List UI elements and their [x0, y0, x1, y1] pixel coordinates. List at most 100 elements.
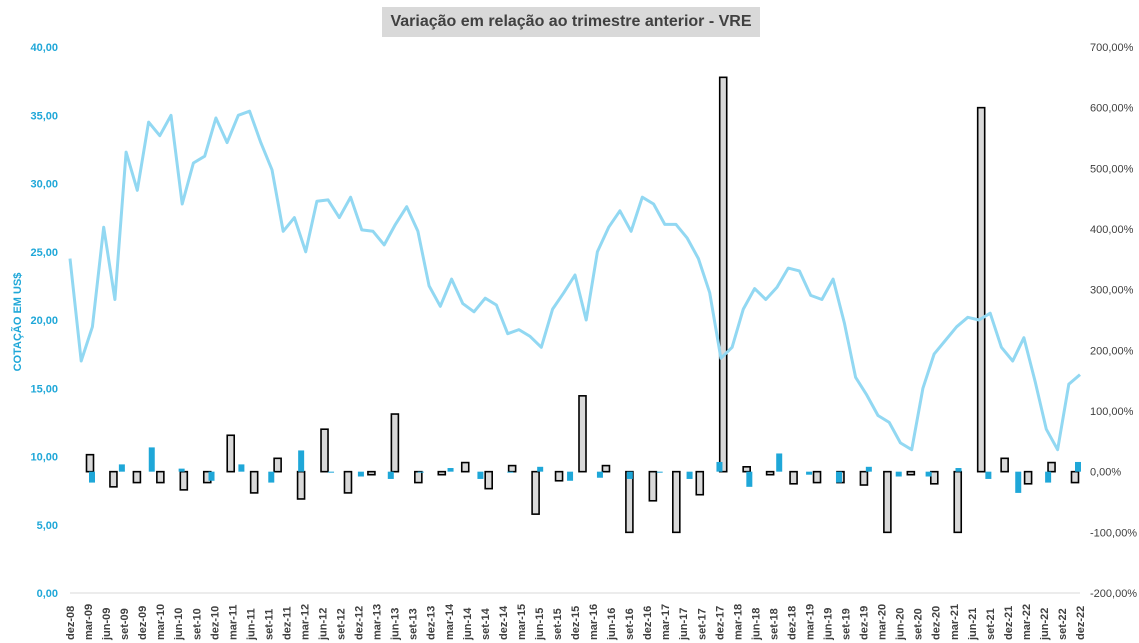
y-right-tick-label: 0,00%: [1090, 467, 1121, 479]
x-tick-label: jun-12: [318, 608, 330, 641]
y-left-tick-label: 0,00: [37, 588, 58, 600]
x-tick-label: set-18: [768, 608, 780, 640]
bar-outlined: [1023, 470, 1033, 485]
bar-filled: [148, 447, 155, 472]
y-right-tick-label: 300,00%: [1090, 285, 1134, 297]
x-tick-label: set-09: [119, 608, 131, 640]
x-tick-label: jun-18: [750, 608, 762, 641]
bar-filled: [686, 471, 693, 479]
y-right-tick-label: 600,00%: [1090, 103, 1134, 115]
bar-filled: [387, 471, 394, 479]
x-tick-label: mar-18: [732, 604, 744, 640]
bar-outlined: [1070, 470, 1080, 484]
y-right-tick-label: 400,00%: [1090, 224, 1134, 236]
bar-outlined: [249, 470, 259, 494]
x-tick-label: mar-17: [660, 604, 672, 640]
x-tick-label: mar-20: [877, 604, 889, 640]
x-tick-label: dez-09: [137, 606, 149, 640]
bar-outlined: [906, 470, 916, 476]
y-right-tick-label: 200,00%: [1090, 345, 1134, 357]
x-tick-label: jun-09: [101, 608, 113, 641]
x-tick-label: jun-15: [534, 608, 546, 641]
bar-filled: [1045, 471, 1052, 483]
y-right-tick-label: -100,00%: [1090, 527, 1137, 539]
x-tick-label: mar-10: [155, 604, 167, 640]
bar-filled: [268, 471, 275, 483]
x-tick-label: jun-11: [245, 608, 257, 641]
bar-outlined: [296, 470, 306, 500]
bar-outlined: [601, 464, 611, 473]
x-tick-label: jun-17: [678, 608, 690, 641]
bar-filled: [596, 471, 603, 478]
bar-outlined: [460, 461, 470, 473]
x-tick-label: jun-13: [390, 608, 402, 641]
x-tick-label: set-10: [191, 608, 203, 640]
y-axis-left-label: COTAÇÃO EM US$: [12, 272, 24, 372]
bar-outlined: [672, 470, 681, 534]
bar-outlined: [320, 428, 329, 473]
chart-title: Variação em relação ao trimestre anterio…: [382, 7, 760, 37]
bar-filled: [985, 471, 992, 479]
bar-filled: [1015, 471, 1022, 493]
x-tick-label: dez-11: [281, 606, 293, 640]
bar-outlined: [1047, 461, 1056, 473]
x-tick-label: jun-14: [462, 607, 474, 641]
x-tick-label: dez-17: [714, 606, 726, 640]
x-tick-label: mar-19: [804, 604, 816, 640]
x-tick-label: dez-10: [209, 606, 221, 640]
bar-outlined: [484, 470, 493, 490]
y-right-tick-label: -200,00%: [1090, 588, 1137, 600]
x-tick-label: set-15: [552, 608, 564, 640]
bar-outlined: [625, 470, 634, 534]
bar-filled: [507, 471, 514, 473]
y-left-tick-label: 30,00: [30, 179, 58, 191]
x-tick-label: set-17: [696, 608, 708, 640]
bar-filled: [208, 471, 215, 481]
bar-outlined: [85, 453, 95, 473]
bar-filled: [806, 471, 813, 475]
x-tick-label: jun-10: [173, 608, 185, 641]
x-tick-label: dez-14: [498, 605, 510, 640]
x-tick-label: mar-22: [1021, 604, 1033, 640]
bar-filled: [118, 464, 125, 472]
bar-outlined: [156, 470, 165, 484]
bar-filled: [955, 468, 962, 472]
x-tick-label: mar-14: [444, 603, 456, 640]
x-tick-label: dez-22: [1075, 606, 1087, 640]
x-tick-label: dez-08: [65, 606, 77, 640]
bar-outlined: [367, 470, 376, 476]
x-tick-label: jun-21: [967, 608, 979, 641]
bar-outlined: [1000, 457, 1009, 473]
bar-filled: [656, 471, 663, 473]
x-tick-label: dez-19: [859, 606, 871, 640]
bar-filled: [626, 471, 633, 479]
bar-filled: [716, 461, 723, 472]
bar-outlined: [742, 466, 751, 473]
x-tick-label: jun-19: [823, 608, 835, 641]
x-tick-label: dez-16: [642, 606, 654, 640]
bar-filled: [328, 471, 335, 473]
x-tick-label: dez-21: [1003, 606, 1015, 640]
x-tick-label: jun-20: [895, 608, 907, 641]
y-left-tick-label: 15,00: [30, 383, 58, 395]
bar-outlined: [883, 470, 892, 534]
x-tick-label: mar-12: [299, 604, 311, 640]
bar-outlined: [109, 470, 118, 488]
y-right-tick-label: 700,00%: [1090, 42, 1134, 54]
bar-filled: [776, 453, 783, 472]
x-tick-label: jun-16: [606, 608, 618, 641]
bar-outlined: [437, 470, 447, 476]
x-tick-label: dez-18: [786, 606, 798, 640]
bar-filled: [178, 468, 185, 472]
x-tick-label: set-19: [841, 608, 853, 640]
x-tick-label: mar-21: [949, 604, 961, 640]
bar-filled: [447, 468, 454, 472]
y-left-tick-label: 35,00: [30, 110, 58, 122]
x-tick-label: mar-13: [372, 604, 384, 640]
y-left-tick-label: 5,00: [37, 520, 58, 532]
y-left-tick-label: 10,00: [30, 452, 58, 464]
bar-outlined: [953, 470, 963, 534]
bar-filled: [746, 471, 753, 487]
bar-outlined: [226, 434, 236, 473]
